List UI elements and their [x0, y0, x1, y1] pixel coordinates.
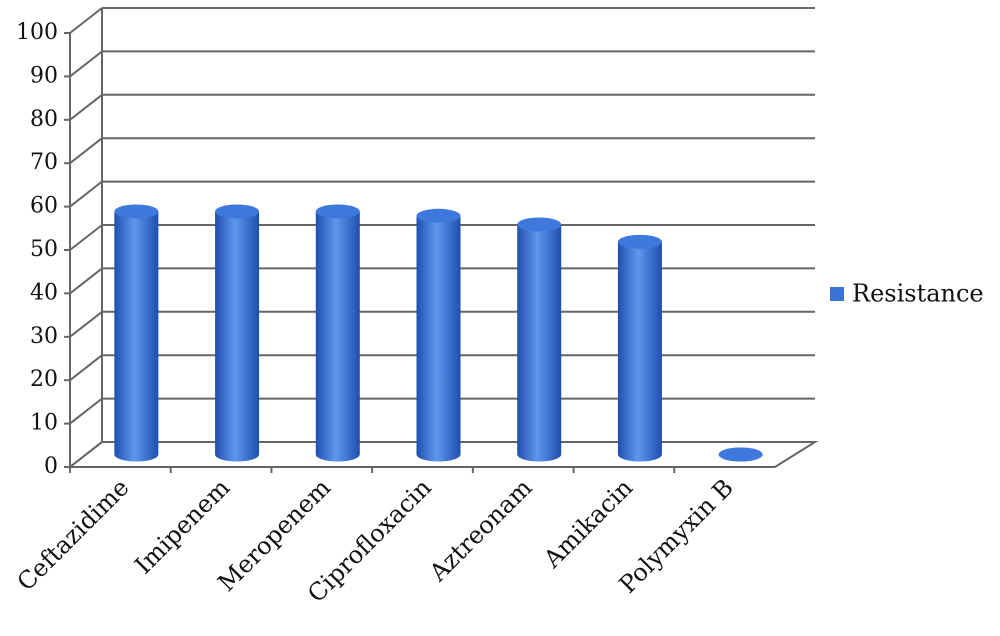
- y-tick-label: 40: [30, 280, 58, 305]
- y-tick-label: 0: [44, 454, 58, 479]
- y-tick-label: 30: [30, 324, 58, 349]
- bar-top: [718, 447, 763, 462]
- grid-line: [69, 441, 103, 468]
- grid-line: [69, 267, 103, 295]
- y-tick-label: 90: [30, 63, 58, 88]
- bar-top: [416, 208, 461, 223]
- grid-line: [69, 137, 103, 164]
- bar: [617, 241, 662, 455]
- grid-line: [69, 224, 103, 251]
- bar: [215, 211, 260, 455]
- grid-line: [69, 397, 103, 425]
- grid-line: [69, 180, 103, 208]
- bar: [517, 224, 562, 455]
- y-tick-label: 10: [30, 411, 58, 436]
- y-tick-label: 20: [30, 367, 58, 392]
- y-tick-label: 60: [30, 194, 58, 219]
- bar: [315, 211, 360, 455]
- bar-top: [517, 217, 562, 232]
- y-tick-label: 80: [30, 107, 58, 132]
- bar-top: [315, 204, 360, 219]
- y-tick-label: 100: [16, 20, 58, 45]
- legend-swatch: [830, 287, 844, 301]
- x-tick-label: Amikacin: [538, 473, 639, 574]
- bar-top: [617, 234, 662, 249]
- bar-top: [114, 204, 159, 219]
- x-tick-label: Imipenem: [129, 473, 235, 579]
- legend-label: Resistance: [852, 280, 984, 308]
- bar-top: [215, 204, 260, 219]
- x-tick-label: Ceftazidime: [12, 473, 135, 596]
- y-tick-label: 50: [30, 237, 58, 262]
- grid-line: [69, 311, 103, 338]
- bar: [416, 215, 461, 455]
- bar: [114, 211, 159, 455]
- y-tick-label: 70: [30, 150, 58, 175]
- grid-line: [69, 354, 103, 381]
- grid-line: [69, 94, 103, 121]
- grid-line: [69, 7, 103, 34]
- x-tick-label: Aztreonam: [423, 473, 537, 587]
- grid-line: [69, 50, 103, 78]
